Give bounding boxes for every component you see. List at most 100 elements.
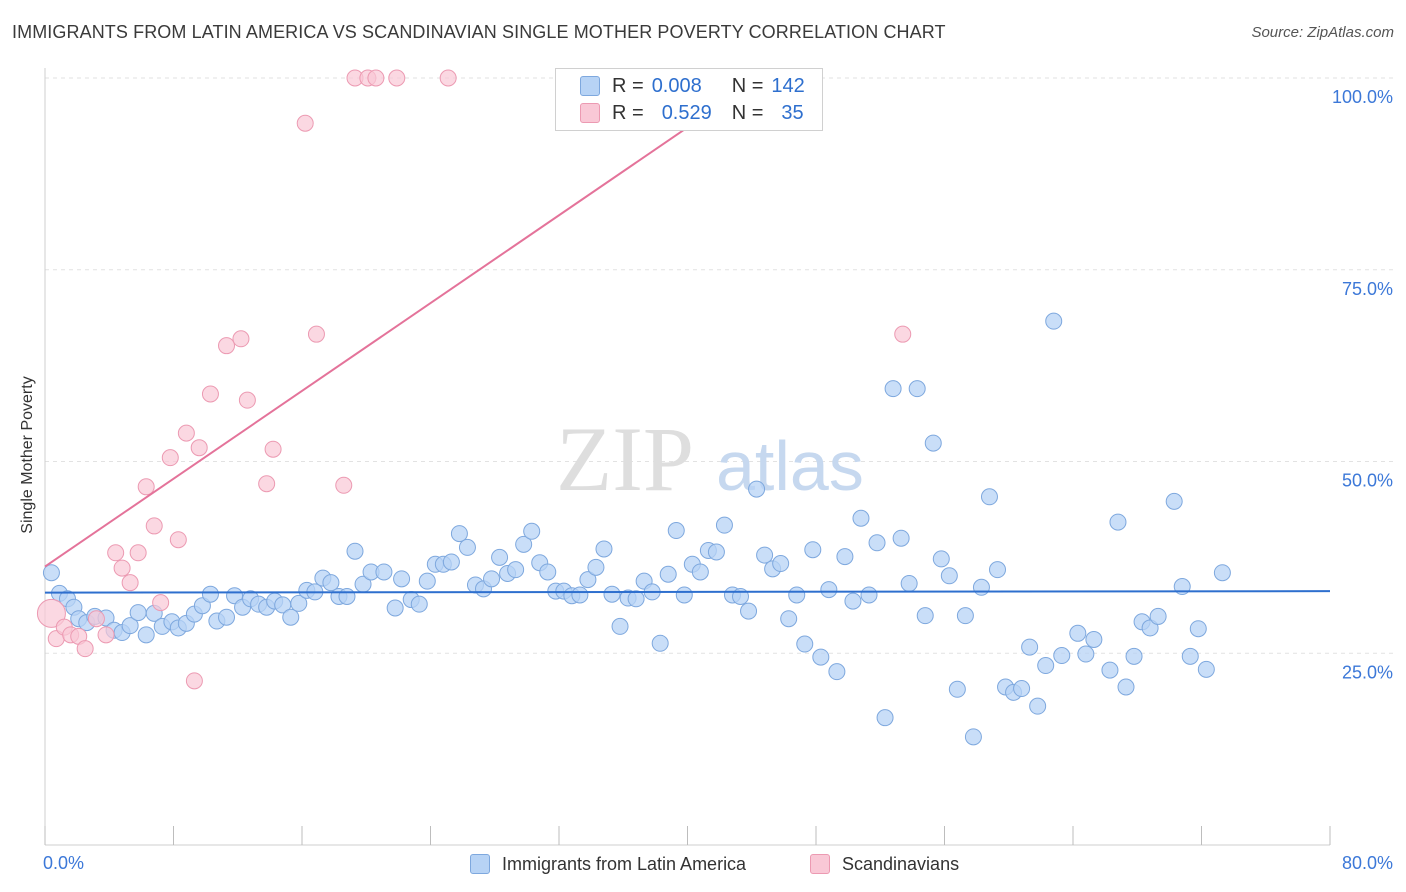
- data-point-immigrants: [1029, 697, 1047, 715]
- data-point-scandinavians: [335, 476, 353, 494]
- data-point-scandinavians: [137, 478, 155, 496]
- data-point-scandinavians: [264, 440, 282, 458]
- trend-lines: [44, 77, 1331, 594]
- chart-title: IMMIGRANTS FROM LATIN AMERICA VS SCANDIN…: [12, 22, 946, 42]
- data-point-immigrants: [860, 586, 878, 604]
- correlation-legend: R = 0.008 N = 142 R = 0.529 N = 35: [555, 68, 823, 131]
- data-point-scandinavians: [190, 439, 208, 457]
- data-point-immigrants: [458, 538, 476, 556]
- data-point-immigrants: [450, 525, 468, 543]
- trend-line-immigrants: [44, 590, 1331, 594]
- legend-r-label: R =: [612, 101, 644, 124]
- tick-labels: 25.0% 50.0% 75.0% 100.0% 0.0% 80.0%: [43, 87, 1393, 873]
- data-point-immigrants: [410, 595, 428, 613]
- trend-line-scandinavians: [44, 77, 761, 568]
- data-point-immigrants: [932, 550, 950, 568]
- data-point-scandinavians: [201, 385, 219, 403]
- data-point-immigrants: [129, 604, 147, 622]
- legend-series-name: Scandinavians: [842, 853, 960, 874]
- data-point-immigrants: [539, 563, 557, 581]
- data-point-immigrants: [193, 597, 211, 615]
- legend-n-value: 35: [781, 101, 804, 124]
- y-tick-label: 100.0%: [1332, 87, 1393, 107]
- data-point-scandinavians: [152, 594, 170, 612]
- data-point-immigrants: [1021, 638, 1039, 656]
- data-point-immigrants: [715, 516, 733, 534]
- series-scandinavians: [36, 69, 912, 690]
- data-point-immigrants: [844, 592, 862, 610]
- data-point-immigrants: [691, 563, 709, 581]
- legend-n-label: N =: [731, 74, 764, 97]
- legend-series-name: Immigrants from Latin America: [502, 853, 747, 874]
- data-point-immigrants: [375, 563, 393, 581]
- gridlines: [45, 77, 1395, 654]
- data-point-immigrants: [1181, 647, 1199, 665]
- data-point-immigrants: [1189, 620, 1207, 638]
- bottom-legend-immigrants: Immigrants from Latin America: [470, 852, 746, 876]
- data-point-immigrants: [740, 602, 758, 620]
- data-point-scandinavians: [129, 544, 147, 562]
- data-point-immigrants: [1149, 607, 1167, 625]
- series-immigrants-latin-america: [42, 312, 1231, 746]
- y-tick-label: 25.0%: [1342, 662, 1393, 682]
- data-point-immigrants: [1141, 619, 1159, 637]
- data-point-immigrants: [812, 648, 830, 666]
- data-point-immigrants: [956, 607, 974, 625]
- data-point-immigrants: [1197, 660, 1215, 678]
- data-point-immigrants: [876, 709, 894, 727]
- data-point-immigrants: [491, 548, 509, 566]
- y-tick-label: 75.0%: [1342, 279, 1393, 299]
- data-point-immigrants: [667, 522, 685, 540]
- data-point-immigrants: [924, 434, 942, 452]
- data-point-immigrants: [884, 380, 902, 398]
- legend-r-label: R =: [612, 74, 644, 97]
- watermark-zip: ZIP: [556, 408, 694, 510]
- legend-r-value: 0.008: [651, 74, 702, 97]
- data-point-immigrants: [338, 587, 356, 605]
- data-point-immigrants: [1077, 645, 1095, 663]
- data-point-scandinavians: [894, 325, 912, 343]
- data-point-immigrants: [137, 626, 155, 644]
- data-point-immigrants: [852, 509, 870, 527]
- data-point-scandinavians: [185, 672, 203, 690]
- data-point-scandinavians: [169, 531, 187, 549]
- data-point-immigrants: [1213, 564, 1231, 582]
- data-point-immigrants: [1037, 657, 1055, 675]
- data-point-immigrants: [748, 480, 766, 498]
- data-point-scandinavians: [177, 424, 195, 442]
- legend-row-immigrants: R = 0.008 N = 142: [580, 74, 805, 98]
- data-point-scandinavians: [258, 475, 276, 493]
- data-point-immigrants: [523, 522, 541, 540]
- data-point-immigrants: [322, 574, 340, 592]
- data-point-immigrants: [900, 574, 918, 592]
- data-point-immigrants: [595, 540, 613, 558]
- data-point-immigrants: [42, 564, 60, 582]
- data-point-immigrants: [796, 635, 814, 653]
- data-point-immigrants: [611, 617, 629, 635]
- data-point-immigrants: [1085, 630, 1103, 648]
- data-point-immigrants: [571, 586, 589, 604]
- data-point-scandinavians: [121, 574, 139, 592]
- data-point-scandinavians: [36, 598, 66, 628]
- axes: [44, 68, 1331, 846]
- data-point-immigrants: [442, 553, 460, 571]
- legend-n-label: N =: [731, 101, 764, 124]
- data-point-scandinavians: [307, 325, 325, 343]
- data-point-scandinavians: [238, 391, 256, 409]
- data-point-immigrants: [1109, 513, 1127, 531]
- data-point-immigrants: [507, 561, 525, 579]
- data-point-immigrants: [828, 663, 846, 681]
- data-point-scandinavians: [107, 544, 125, 562]
- data-point-immigrants: [1069, 624, 1087, 642]
- data-point-immigrants: [1165, 492, 1183, 510]
- legend-n-value: 142: [771, 74, 805, 97]
- data-point-immigrants: [659, 565, 677, 583]
- data-point-immigrants: [587, 558, 605, 576]
- data-point-immigrants: [1125, 647, 1143, 665]
- data-point-immigrants: [940, 567, 958, 585]
- data-point-immigrants: [908, 380, 926, 398]
- y-tick-label: 50.0%: [1342, 471, 1393, 491]
- data-point-immigrants: [972, 578, 990, 596]
- data-point-immigrants: [393, 570, 411, 588]
